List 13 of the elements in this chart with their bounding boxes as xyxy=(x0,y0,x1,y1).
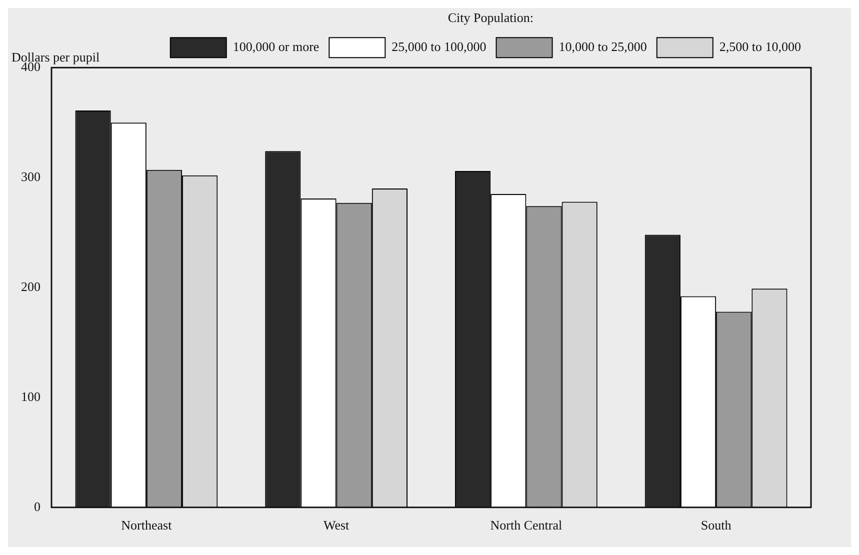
legend-label: 100,000 or more xyxy=(232,39,320,54)
y-tick-label: 300 xyxy=(21,168,40,184)
x-tick-label: North Central xyxy=(490,518,562,533)
x-tick-label: Northeast xyxy=(121,518,172,533)
y-tick-label: 100 xyxy=(21,388,40,404)
legend-title: City Population: xyxy=(448,10,534,25)
legend-label: 10,000 to 25,000 xyxy=(558,39,647,54)
x-tick-label: South xyxy=(700,518,732,533)
x-tick-label: West xyxy=(323,518,350,533)
y-tick-label: 200 xyxy=(21,278,40,294)
legend-label: 25,000 to 100,000 xyxy=(392,39,486,54)
y-tick-label: 0 xyxy=(34,498,40,514)
legend-label: 2,500 to 10,000 xyxy=(719,39,802,54)
